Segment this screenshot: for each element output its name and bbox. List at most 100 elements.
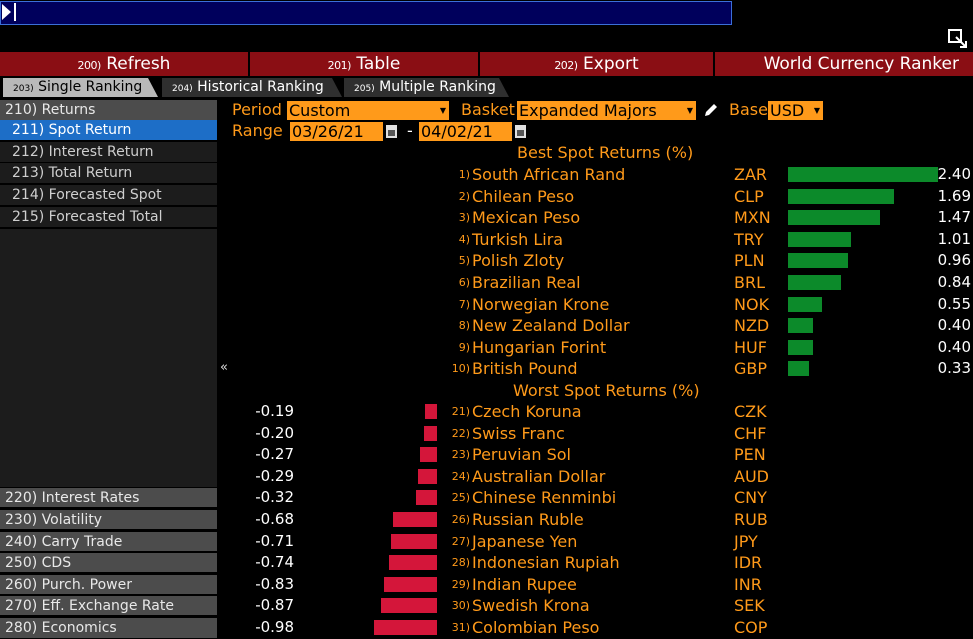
collapse-sidebar-icon[interactable]: «: [220, 360, 228, 375]
range-start-field[interactable]: 03/26/21: [290, 122, 383, 141]
table-button[interactable]: 201) Table: [250, 52, 480, 76]
rank-number: 2): [458, 189, 470, 203]
return-value: -0.29: [255, 466, 294, 485]
currency-name: Norwegian Krone: [472, 294, 610, 314]
refresh-number: 200): [77, 59, 102, 72]
period-value: Custom: [289, 101, 351, 120]
currency-name: Chinese Renminbi: [472, 488, 617, 508]
currency-name: Hungarian Forint: [472, 337, 607, 357]
return-value: 0.84: [937, 273, 971, 291]
return-value: -0.32: [255, 488, 294, 507]
sidebar-item-interest-rates[interactable]: 220) Interest Rates: [0, 488, 217, 508]
positive-return-bar: [788, 253, 848, 269]
negative-return-bar: [424, 425, 437, 441]
range-label: Range: [232, 121, 283, 140]
sidebar-item-total-return[interactable]: 213) Total Return: [0, 163, 217, 183]
period-dropdown[interactable]: Custom ▼: [287, 101, 449, 120]
tab-historical-ranking[interactable]: 204) Historical Ranking: [162, 78, 342, 97]
negative-return-bar: [383, 576, 437, 592]
basket-dropdown[interactable]: Expanded Majors ▼: [517, 101, 696, 120]
currency-code: INR: [734, 574, 762, 594]
basket-value: Expanded Majors: [519, 101, 657, 120]
rank-number: 31): [451, 621, 470, 634]
range-separator: -: [407, 121, 413, 140]
sidebar-item-volatility[interactable]: 230) Volatility: [0, 510, 217, 530]
currency-code: PLN: [734, 251, 765, 271]
sidebar-returns-header[interactable]: 210) Returns: [0, 100, 217, 120]
refresh-label: Refresh: [106, 54, 171, 74]
rank-number: 27): [451, 534, 470, 548]
sidebar-item-forecasted-spot[interactable]: 214) Forecasted Spot: [0, 185, 217, 205]
currency-code: IDR: [734, 553, 763, 573]
negative-return-bar: [418, 468, 437, 484]
range-end-field[interactable]: 04/02/21: [419, 122, 512, 141]
sidebar-item-eff-exchange-rate[interactable]: 270) Eff. Exchange Rate: [0, 596, 217, 616]
currency-code: CLP: [734, 186, 764, 206]
currency-name: Japanese Yen: [472, 531, 578, 551]
popout-window-icon[interactable]: [948, 29, 968, 49]
command-prompt-arrow-icon: [2, 4, 11, 20]
command-line-input[interactable]: [0, 1, 732, 25]
tab-multiple-ranking[interactable]: 205) Multiple Ranking: [344, 78, 509, 97]
worst-returns-title: Worst Spot Returns (%): [513, 381, 700, 400]
return-value: 1.47: [937, 208, 971, 227]
refresh-button[interactable]: 200) Refresh: [0, 52, 250, 76]
currency-code: NOK: [734, 294, 770, 314]
export-number: 202): [554, 59, 578, 72]
calendar-icon[interactable]: [386, 125, 397, 138]
rank-number: 9): [458, 340, 470, 354]
chevron-down-icon: ▼: [439, 106, 446, 115]
sidebar-item-purch-power[interactable]: 260) Purch. Power: [0, 575, 217, 595]
tab-corner: [332, 78, 342, 97]
sidebar-item-spot-return[interactable]: 211) Spot Return: [0, 120, 217, 140]
sidebar-item-cds[interactable]: 250) CDS: [0, 553, 217, 573]
tab-corner: [499, 78, 509, 97]
sidebar-item-economics[interactable]: 280) Economics: [0, 618, 217, 639]
currency-name: Mexican Peso: [472, 208, 581, 228]
tab-number: 203): [13, 84, 34, 94]
text-cursor: [14, 3, 16, 21]
rank-number: 25): [451, 491, 470, 505]
tab-number: 205): [354, 84, 375, 94]
base-currency-dropdown[interactable]: USD ▼: [768, 101, 823, 120]
best-returns-title: Best Spot Returns (%): [517, 143, 694, 162]
rank-number: 22): [451, 426, 470, 440]
currency-name: Russian Ruble: [472, 510, 584, 529]
positive-return-bar: [788, 296, 823, 312]
currency-code: BRL: [734, 273, 766, 292]
currency-name: Colombian Peso: [472, 618, 600, 637]
rank-number: 3): [458, 211, 470, 225]
currency-code: CZK: [734, 402, 767, 421]
currency-name: Swedish Krona: [472, 596, 590, 616]
currency-code: PEN: [734, 445, 766, 465]
tab-label: Single Ranking: [38, 79, 143, 95]
currency-name: Australian Dollar: [472, 466, 606, 486]
currency-name: Indian Rupee: [472, 574, 577, 594]
tab-number: 204): [172, 84, 193, 94]
sidebar-item-interest-return[interactable]: 212) Interest Return: [0, 142, 217, 162]
edit-pencil-icon[interactable]: [703, 102, 719, 118]
return-value: -0.20: [255, 423, 294, 442]
negative-return-bar: [374, 620, 437, 635]
export-button[interactable]: 202) Export: [480, 52, 715, 76]
rank-number: 30): [451, 599, 470, 613]
basket-label: Basket: [461, 100, 515, 119]
positive-return-bar: [788, 361, 809, 377]
sidebar-item-forecasted-total[interactable]: 215) Forecasted Total: [0, 207, 217, 227]
rank-number: 10): [451, 362, 470, 376]
negative-return-bar: [381, 598, 437, 614]
negative-return-bar: [416, 490, 437, 506]
calendar-icon[interactable]: [515, 125, 526, 138]
return-value: -0.98: [255, 618, 294, 636]
rank-number: 8): [458, 319, 470, 333]
currency-code: GBP: [734, 359, 768, 379]
sidebar-panel: [0, 229, 217, 487]
currency-name: Polish Zloty: [472, 251, 565, 271]
sidebar-item-carry-trade[interactable]: 240) Carry Trade: [0, 532, 217, 552]
currency-name: Brazilian Real: [472, 273, 581, 292]
chevron-down-icon: ▼: [813, 106, 820, 115]
tab-single-ranking[interactable]: 203) Single Ranking: [3, 78, 158, 97]
tab-label: Historical Ranking: [197, 79, 324, 95]
positive-return-bar: [788, 188, 894, 204]
table-number: 201): [327, 59, 352, 72]
